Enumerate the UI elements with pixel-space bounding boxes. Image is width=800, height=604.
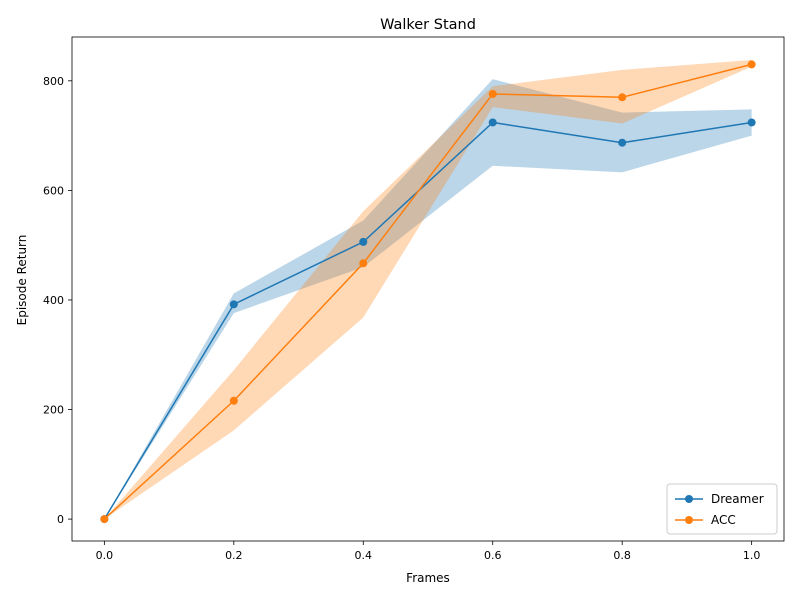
line-dreamer	[103, 121, 752, 520]
line-acc	[103, 63, 752, 520]
y-tick-label: 400	[43, 294, 64, 307]
x-tick-label: 0.6	[484, 549, 502, 562]
point-acc	[359, 259, 368, 268]
point-dreamer	[747, 118, 756, 127]
band-dreamer	[104, 79, 752, 520]
chart-title: Walker Stand	[380, 17, 476, 33]
x-tick-label: 1.0	[743, 549, 761, 562]
legend: Dreamer ACC	[666, 483, 778, 535]
point-acc	[100, 515, 109, 524]
x-axis-label: Frames	[406, 571, 450, 585]
legend-label-acc: ACC	[711, 513, 736, 527]
legend-label-dreamer: Dreamer	[711, 492, 764, 506]
point-dreamer	[229, 300, 238, 309]
point-acc	[618, 93, 627, 102]
point-dreamer	[359, 237, 368, 246]
y-tick-label: 600	[43, 184, 64, 197]
band-acc	[104, 60, 752, 520]
legend-marker-dreamer	[685, 495, 693, 503]
legend-marker-acc	[685, 516, 693, 524]
confidence-bands	[104, 60, 752, 520]
x-tick-label: 0.2	[225, 549, 243, 562]
x-tick-label: 0.8	[613, 549, 631, 562]
series-lines	[103, 63, 752, 520]
point-acc	[747, 60, 756, 69]
plot-frame	[71, 36, 785, 542]
point-dreamer	[618, 138, 627, 147]
point-acc	[488, 89, 497, 98]
axes: 0.0 0.2 0.4 0.6 0.8 1.0 0 200 400 600 800	[43, 36, 785, 562]
legend-box	[666, 483, 778, 535]
x-tick-label: 0.0	[96, 549, 114, 562]
y-axis-label: Episode Return	[15, 235, 29, 326]
point-acc	[229, 396, 238, 405]
y-tick-label: 200	[43, 404, 64, 417]
series-markers	[100, 60, 756, 524]
y-tick-label: 0	[57, 513, 64, 526]
x-tick-label: 0.4	[355, 549, 373, 562]
y-tick-label: 800	[43, 75, 64, 88]
point-dreamer	[488, 118, 497, 127]
